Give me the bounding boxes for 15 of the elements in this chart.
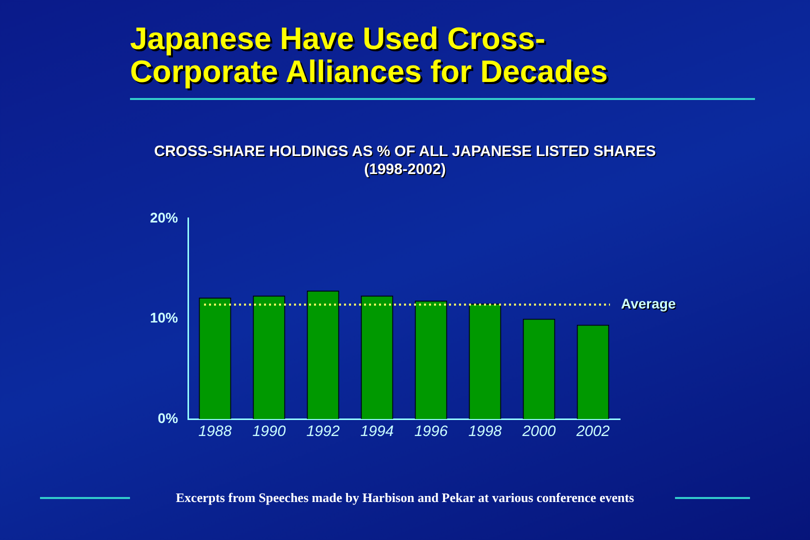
ref-line-label: Average [621,296,676,312]
x-tick-label: 2002 [575,423,610,440]
chart-subtitle: CROSS-SHARE HOLDINGS AS % OF ALL JAPANESE LISTED SHARES (1998-2002) [153,143,657,179]
x-tick-label: 1996 [414,423,448,440]
y-tick-label: 20% [150,209,179,226]
y-tick-label: 10% [150,310,179,326]
x-tick-label: 1994 [360,423,394,440]
x-tick-label: 1998 [468,423,502,440]
chart-title: Japanese Have Used Cross-Corporate Alliances for Decades [130,21,609,89]
x-tick-label: 1988 [198,423,232,440]
x-tick-label: 1990 [252,423,286,440]
y-tick-label: 0% [158,410,179,426]
x-tick-label: 2000 [521,423,556,440]
x-tick-label: 1992 [306,423,340,440]
text: Excerpts from Speeches made by Harbison and Pekar at various conference events [174,490,636,506]
